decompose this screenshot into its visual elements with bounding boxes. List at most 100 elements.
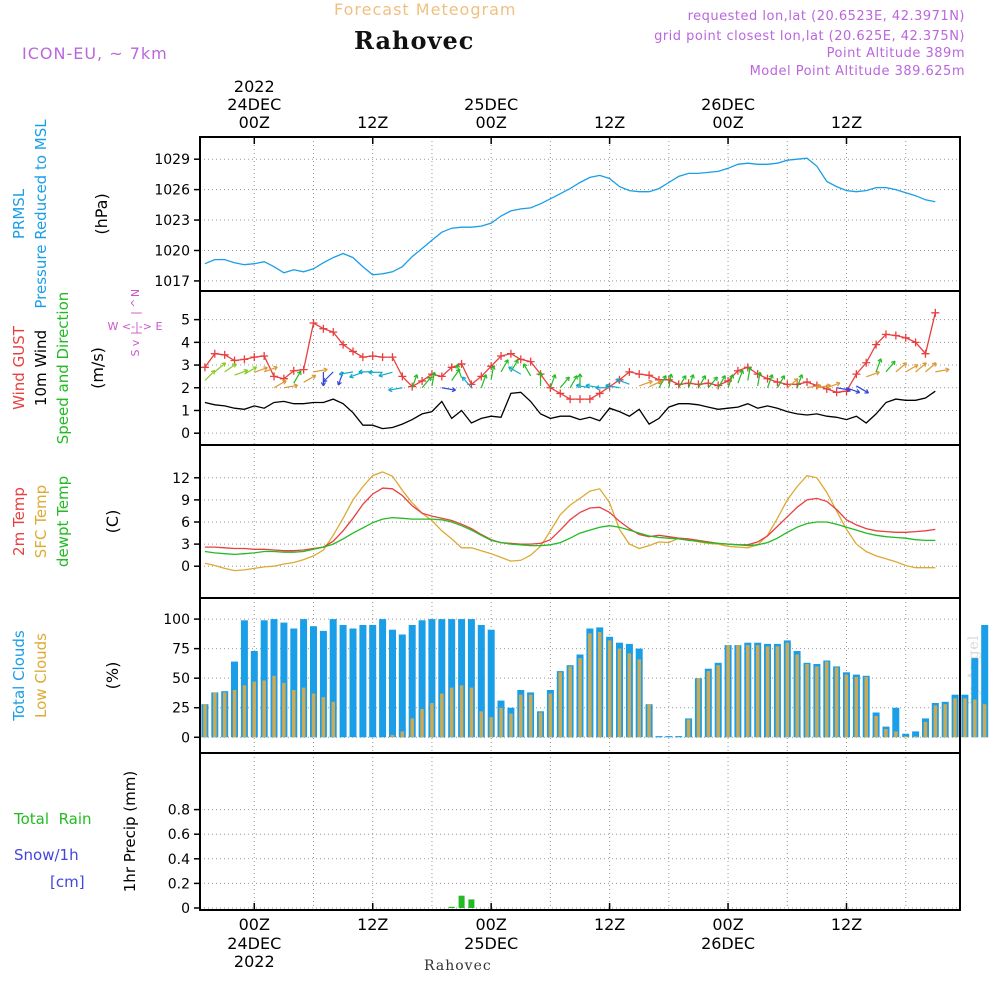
wind-arrow-head — [922, 362, 927, 367]
bar-low_cloud — [706, 671, 711, 738]
bar-low_cloud — [459, 685, 464, 738]
wind-arrow-head — [296, 370, 302, 376]
bar-low_cloud — [449, 687, 454, 738]
wind-arrow-head — [349, 373, 354, 379]
bar-low_cloud — [292, 690, 296, 738]
bar-total_cloud — [467, 619, 475, 738]
gust-marker — [684, 379, 693, 388]
gust-marker — [911, 338, 920, 347]
gust-marker — [309, 319, 318, 328]
y-tick-label: 5 — [181, 313, 190, 329]
bar-low_cloud — [420, 708, 424, 738]
y-tick-label: 0 — [181, 730, 190, 746]
wind-arrow-head — [311, 374, 317, 380]
x-tick-label-bottom: 00Z — [239, 915, 270, 934]
bar-low_cloud — [331, 701, 335, 738]
wind-arrow — [806, 384, 821, 389]
bar-low_cloud — [598, 632, 602, 738]
wind-arrow — [510, 359, 519, 373]
bar-low_cloud — [785, 642, 789, 738]
bar-low_cloud — [982, 704, 987, 738]
wind-arrow — [688, 374, 694, 388]
bar-low_cloud — [242, 685, 247, 738]
wind-arrow — [925, 362, 937, 373]
bar-low_cloud — [262, 680, 266, 738]
wind-arrow — [707, 376, 718, 389]
gust-marker — [832, 388, 841, 397]
bar-total_cloud — [408, 625, 416, 738]
gust-marker — [250, 353, 259, 362]
wind-arrow-head — [273, 365, 278, 371]
bar-rain — [458, 895, 465, 908]
wind-arrow-head — [320, 382, 326, 387]
bar-low_cloud — [775, 646, 780, 738]
wind-arrow — [293, 370, 302, 384]
wind-arrow-head — [482, 374, 488, 379]
wind-arrow — [697, 375, 706, 389]
compass-row: ^ — [129, 298, 142, 307]
wind-arrow — [263, 366, 278, 373]
x-day-label-bottom: 25DEC — [464, 934, 518, 953]
compass-row: | — [129, 311, 142, 315]
x-year-label-bottom: 2022 — [234, 952, 275, 971]
compass-row: v — [129, 339, 142, 346]
gust-marker — [881, 330, 890, 339]
bar-low_cloud — [311, 693, 316, 738]
wind-arrow-head — [514, 359, 519, 364]
bar-low_cloud — [953, 698, 957, 738]
wind-arrow — [204, 370, 216, 381]
bar-low_cloud — [213, 692, 217, 738]
bar-low_cloud — [726, 645, 730, 738]
panel-label: 1hr Precip (mm) — [121, 771, 139, 892]
wind-arrow — [421, 376, 432, 389]
bar-total_cloud — [379, 619, 387, 738]
wind-arrow-head — [221, 362, 227, 367]
bar-total_cloud — [300, 619, 308, 738]
wind-arrow-head — [855, 389, 861, 394]
wind-arrow — [915, 362, 927, 373]
x-tick-label-bottom: 12Z — [831, 915, 862, 934]
wind-arrow — [441, 387, 456, 391]
bar-total_cloud — [448, 619, 456, 738]
bar-low_cloud — [252, 681, 256, 738]
wind-arrow-head — [431, 371, 437, 377]
bar-low_cloud — [400, 731, 405, 738]
wind-arrow — [935, 368, 950, 373]
panel-label: Total Clouds — [10, 630, 28, 722]
bar-total_cloud — [339, 625, 347, 738]
bar-total_cloud — [398, 634, 406, 738]
compass-row: S — [129, 349, 142, 356]
bar-rain — [468, 899, 475, 908]
series-line-dew — [204, 516, 936, 556]
gust-marker — [329, 328, 338, 337]
gust-marker — [733, 366, 742, 375]
bar-total_cloud — [329, 619, 337, 738]
wind-arrow-head — [551, 374, 557, 379]
bar-total_cloud — [319, 630, 327, 738]
gust-marker — [595, 389, 604, 398]
wind-arrow-head — [282, 380, 287, 385]
wind-arrow — [747, 366, 751, 381]
bar-low_cloud — [607, 640, 612, 738]
gust-marker — [931, 308, 940, 317]
y-tick-label: 75 — [172, 642, 190, 658]
wind-arrow-head — [537, 371, 544, 376]
wind-arrow-head — [508, 366, 513, 371]
bar-low_cloud — [963, 698, 967, 738]
wind-arrow — [480, 374, 487, 388]
bar-low_cloud — [854, 677, 859, 738]
panel-label: (C) — [103, 510, 122, 534]
bar-total_cloud — [675, 736, 683, 738]
compass-row: W <-|-> E — [108, 320, 163, 333]
bar-low_cloud — [390, 734, 395, 738]
requested-coords: requested lon,lat (20.6523E, 42.3971N) — [687, 9, 965, 24]
wind-arrow-head — [368, 369, 373, 375]
y-tick-label: 6 — [181, 515, 190, 531]
wind-arrow-head — [681, 375, 687, 380]
precip-rain-label: Total Rain — [13, 810, 92, 828]
bar-total_cloud — [665, 736, 673, 738]
x-day-label-bottom: 26DEC — [701, 934, 755, 953]
bar-total_cloud — [280, 622, 288, 738]
wind-arrow — [727, 374, 734, 388]
gust-marker — [368, 351, 377, 360]
